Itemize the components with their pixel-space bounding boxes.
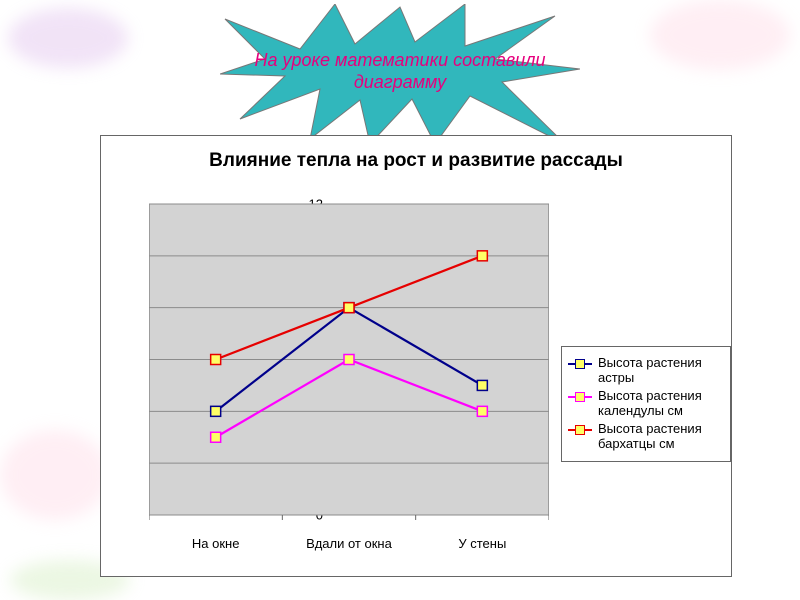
x-tick-label: Вдали от окна [306, 536, 392, 551]
x-tick-label: На окне [192, 536, 240, 551]
series-marker [344, 303, 354, 313]
starburst-text-2: диаграмму [354, 72, 447, 92]
legend-label: Высота растения астры [598, 356, 724, 386]
legend-item: Высота растения календулы см [568, 389, 724, 419]
starburst-text-1: На уроке математики составили [255, 50, 546, 70]
series-marker [477, 406, 487, 416]
legend-item: Высота растения бархатцы см [568, 422, 724, 452]
legend-swatch [568, 424, 592, 436]
chart-container: Влияние тепла на рост и развитие рассады… [100, 135, 732, 577]
legend-swatch [568, 391, 592, 403]
series-marker [477, 380, 487, 390]
bg-blob [0, 430, 110, 520]
x-tick-label: У стены [458, 536, 506, 551]
series-marker [344, 355, 354, 365]
legend-label: Высота растения календулы см [598, 389, 724, 419]
chart-title: Влияние тепла на рост и развитие рассады [109, 150, 723, 172]
plot-svg [149, 196, 549, 531]
legend-item: Высота растения астры [568, 356, 724, 386]
starburst-shape [220, 4, 580, 144]
starburst-callout: На уроке математики составили диаграмму [220, 4, 580, 144]
series-marker [211, 406, 221, 416]
series-marker [211, 355, 221, 365]
legend-swatch [568, 358, 592, 370]
legend: Высота растения астрыВысота растения кал… [561, 346, 731, 462]
bg-blob [8, 8, 128, 68]
legend-label: Высота растения бархатцы см [598, 422, 724, 452]
series-marker [211, 432, 221, 442]
plot-area [149, 196, 549, 531]
bg-blob [650, 0, 790, 70]
series-marker [477, 251, 487, 261]
